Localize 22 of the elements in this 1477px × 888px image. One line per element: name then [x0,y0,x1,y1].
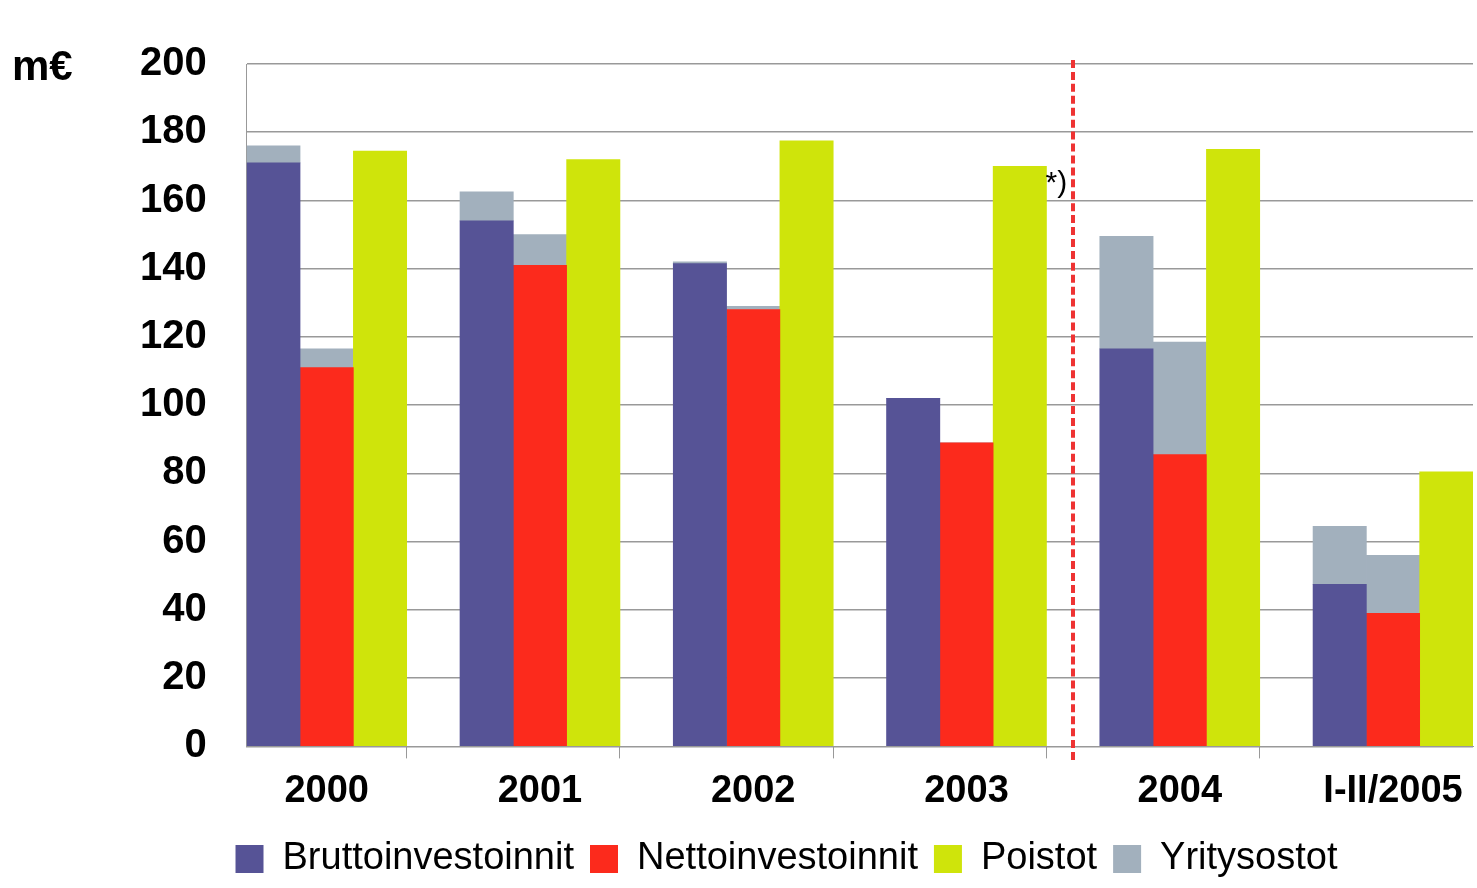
x-tick-label: I-II/2005 [1323,767,1463,810]
y-axis-title: m€ [12,41,73,89]
y-tick-label: 100 [139,380,207,425]
legend-label: Bruttoinvestoinnit [282,835,575,878]
x-tick-label: 2004 [1137,767,1223,810]
x-tick-label: 2003 [924,767,1009,810]
y-tick-label: 80 [162,448,207,493]
y-tick-label: 60 [162,516,207,561]
y-tick-label: 160 [139,175,207,220]
x-tick-label: 2000 [284,767,369,810]
y-tick-label: 40 [162,584,207,629]
y-tick-label: 140 [139,243,207,288]
x-tick-label: 2002 [710,767,796,810]
legend-label: Poistot [980,835,1098,878]
y-tick-label: 180 [139,107,207,152]
y-tick-label: 0 [184,721,207,766]
y-tick-label: 200 [139,39,207,84]
x-tick-label: 2001 [497,767,583,810]
legend-label: Nettoinvestoinnit [637,835,919,878]
legend-label: Yritysostot [1160,835,1338,878]
y-tick-label: 20 [162,653,207,698]
y-tick-label: 120 [139,311,207,356]
